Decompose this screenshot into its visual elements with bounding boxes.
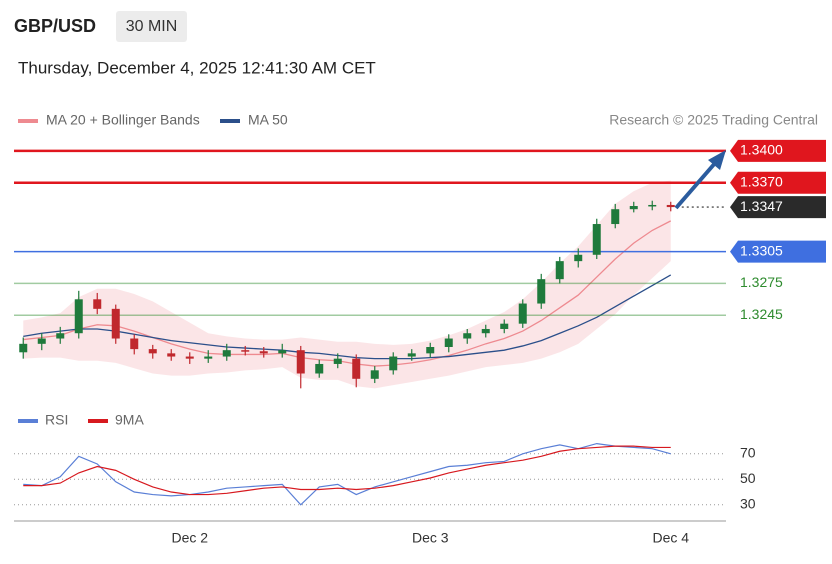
candle-body <box>278 350 287 354</box>
level-label: 1.3305 <box>740 242 783 258</box>
indicator-line <box>23 442 671 506</box>
legend-label: 9MA <box>115 412 144 428</box>
arrow-shaft <box>674 160 718 210</box>
candle-body <box>666 204 675 208</box>
candle-body <box>481 328 490 334</box>
candle-body <box>463 333 472 339</box>
legend-label: MA 50 <box>248 112 288 128</box>
y-tick-label: 50 <box>740 470 756 486</box>
x-tick-label: Dec 2 <box>171 530 208 546</box>
candle-body <box>167 353 176 357</box>
candle-body <box>185 356 194 359</box>
timestamp: Thursday, December 4, 2025 12:41:30 AM C… <box>18 58 376 77</box>
y-tick-label: 30 <box>740 495 756 511</box>
candle-body <box>130 338 139 350</box>
interval-label[interactable]: 30 MIN <box>126 18 178 35</box>
legend-label: MA 20 + Bollinger Bands <box>46 112 200 128</box>
moving-average-line <box>23 274 672 360</box>
candle-body <box>555 261 564 280</box>
moving-average-line <box>23 220 672 367</box>
candle-body <box>222 350 231 357</box>
level-label: 1.3347 <box>740 198 783 214</box>
candle-body <box>407 353 416 357</box>
arrow-head <box>708 150 726 170</box>
level-label: 1.3370 <box>740 173 783 189</box>
x-tick-label: Dec 4 <box>652 530 689 546</box>
candle-body <box>93 299 102 309</box>
level-label-box <box>730 171 826 194</box>
level-label-box <box>730 196 826 219</box>
candle-body <box>37 338 46 344</box>
interval-button[interactable] <box>116 11 187 42</box>
candle-body <box>592 224 601 255</box>
x-tick-label: Dec 3 <box>412 530 449 546</box>
candle-body <box>629 206 638 210</box>
candle-body <box>352 358 361 379</box>
forecast-arrow <box>674 150 726 210</box>
candle-body <box>518 303 527 324</box>
indicator-line <box>23 445 671 496</box>
candle-body <box>241 350 250 352</box>
candle-body <box>315 363 324 374</box>
level-label: 1.3245 <box>740 306 783 322</box>
level-label: 1.3275 <box>740 274 783 290</box>
candle-body <box>426 347 435 354</box>
candle-body <box>333 358 342 364</box>
candle-body <box>148 349 157 354</box>
candle-body <box>111 308 120 339</box>
candle-body <box>204 356 213 359</box>
candle-body <box>611 209 620 225</box>
candle-body <box>259 351 268 354</box>
candle-body <box>500 323 509 329</box>
level-label-box <box>730 240 826 263</box>
candle-body <box>389 356 398 371</box>
legend-label: RSI <box>45 412 68 428</box>
y-tick-label: 70 <box>740 444 756 460</box>
candle-body <box>19 343 28 353</box>
symbol: GBP/USD <box>14 16 96 36</box>
candle-body <box>74 299 83 334</box>
candle-body <box>370 370 379 379</box>
candle-body <box>444 338 453 347</box>
level-label: 1.3400 <box>740 142 783 158</box>
candle-body <box>56 333 65 339</box>
level-label-box <box>730 139 826 162</box>
candle-body <box>537 279 546 304</box>
candle-body <box>648 204 657 207</box>
credit: Research © 2025 Trading Central <box>609 112 818 128</box>
candle-body <box>296 350 305 374</box>
candle-body <box>574 254 583 262</box>
